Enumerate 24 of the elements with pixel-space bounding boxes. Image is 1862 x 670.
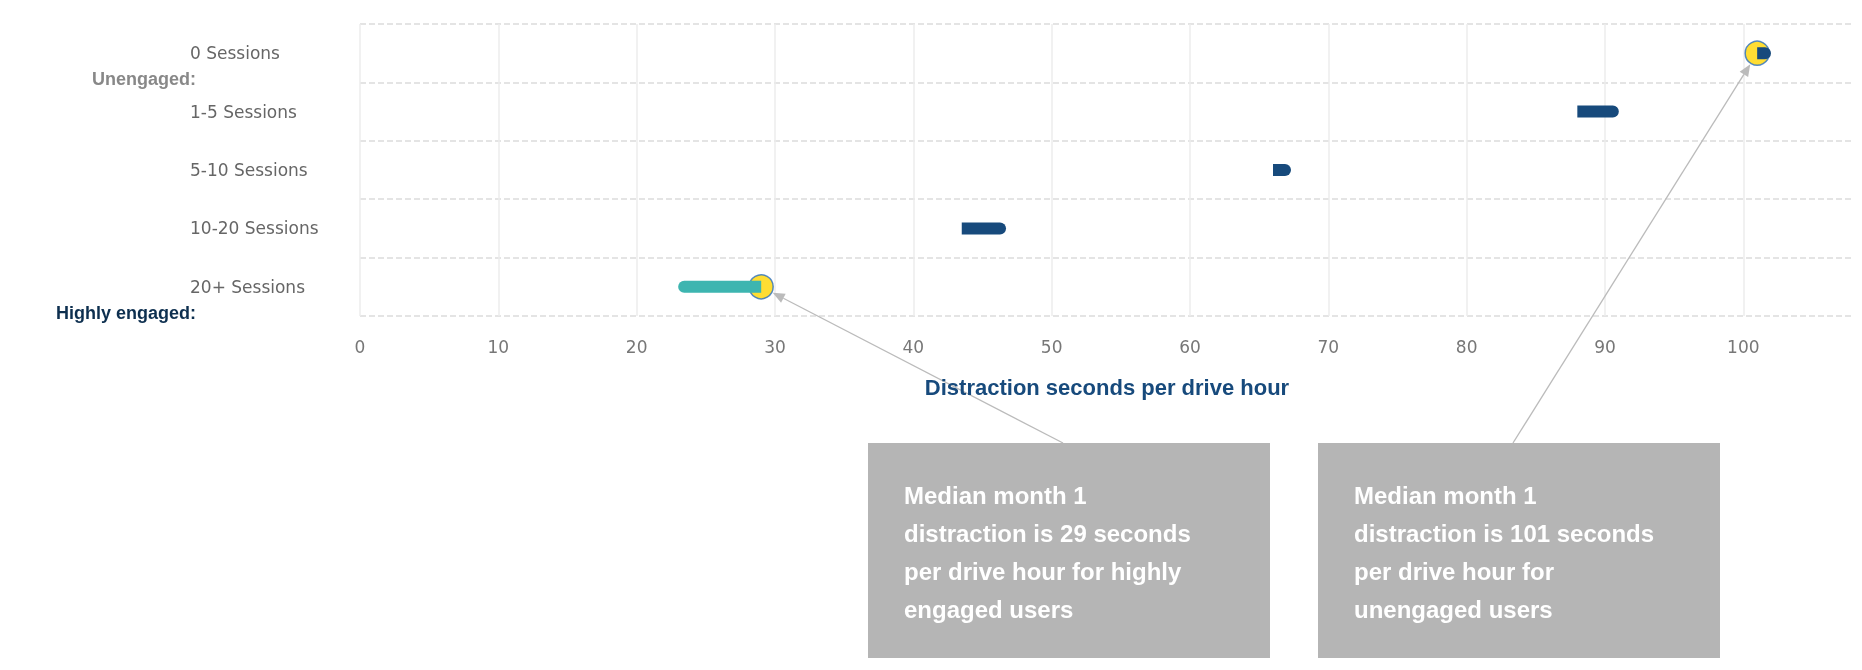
- y-tick-label: 5-10 Sessions: [190, 160, 308, 180]
- x-tick-label: 40: [902, 336, 925, 357]
- y-tick-label: 20+ Sessions: [190, 276, 306, 297]
- x-tick-label: 10: [487, 336, 510, 357]
- x-tick-label: 0: [354, 336, 366, 357]
- text: Highly engaged:: [55, 303, 197, 323]
- text: Median month 1 distraction is 29 seconds per drive hour for highly engaged users: [868, 443, 1270, 658]
- y-tick-label: 10-20 Sessions: [190, 218, 319, 239]
- text: Median month 1 distraction is 101 seconds per drive hour for unengaged users: [1318, 443, 1720, 658]
- x-axis-title: Distraction seconds per drive hour: [924, 374, 1290, 400]
- x-tick-label: 70: [1317, 336, 1340, 357]
- text: Unengaged:: [92, 69, 197, 90]
- x-tick-label: 90: [1594, 336, 1616, 357]
- bar: [1577, 105, 1619, 118]
- x-tick-label: 20: [625, 336, 648, 357]
- bar: [961, 222, 1007, 235]
- y-tick-label: 1-5 Sessions: [190, 101, 298, 122]
- x-tick-label: 50: [1040, 336, 1063, 357]
- x-tick-label: 100: [1727, 336, 1760, 357]
- x-tick-label: 80: [1455, 336, 1478, 357]
- y-tick-label: 0 Sessions: [190, 43, 281, 64]
- bar: [678, 280, 762, 293]
- x-tick-label: 60: [1179, 336, 1201, 357]
- x-tick-label: 30: [764, 336, 786, 357]
